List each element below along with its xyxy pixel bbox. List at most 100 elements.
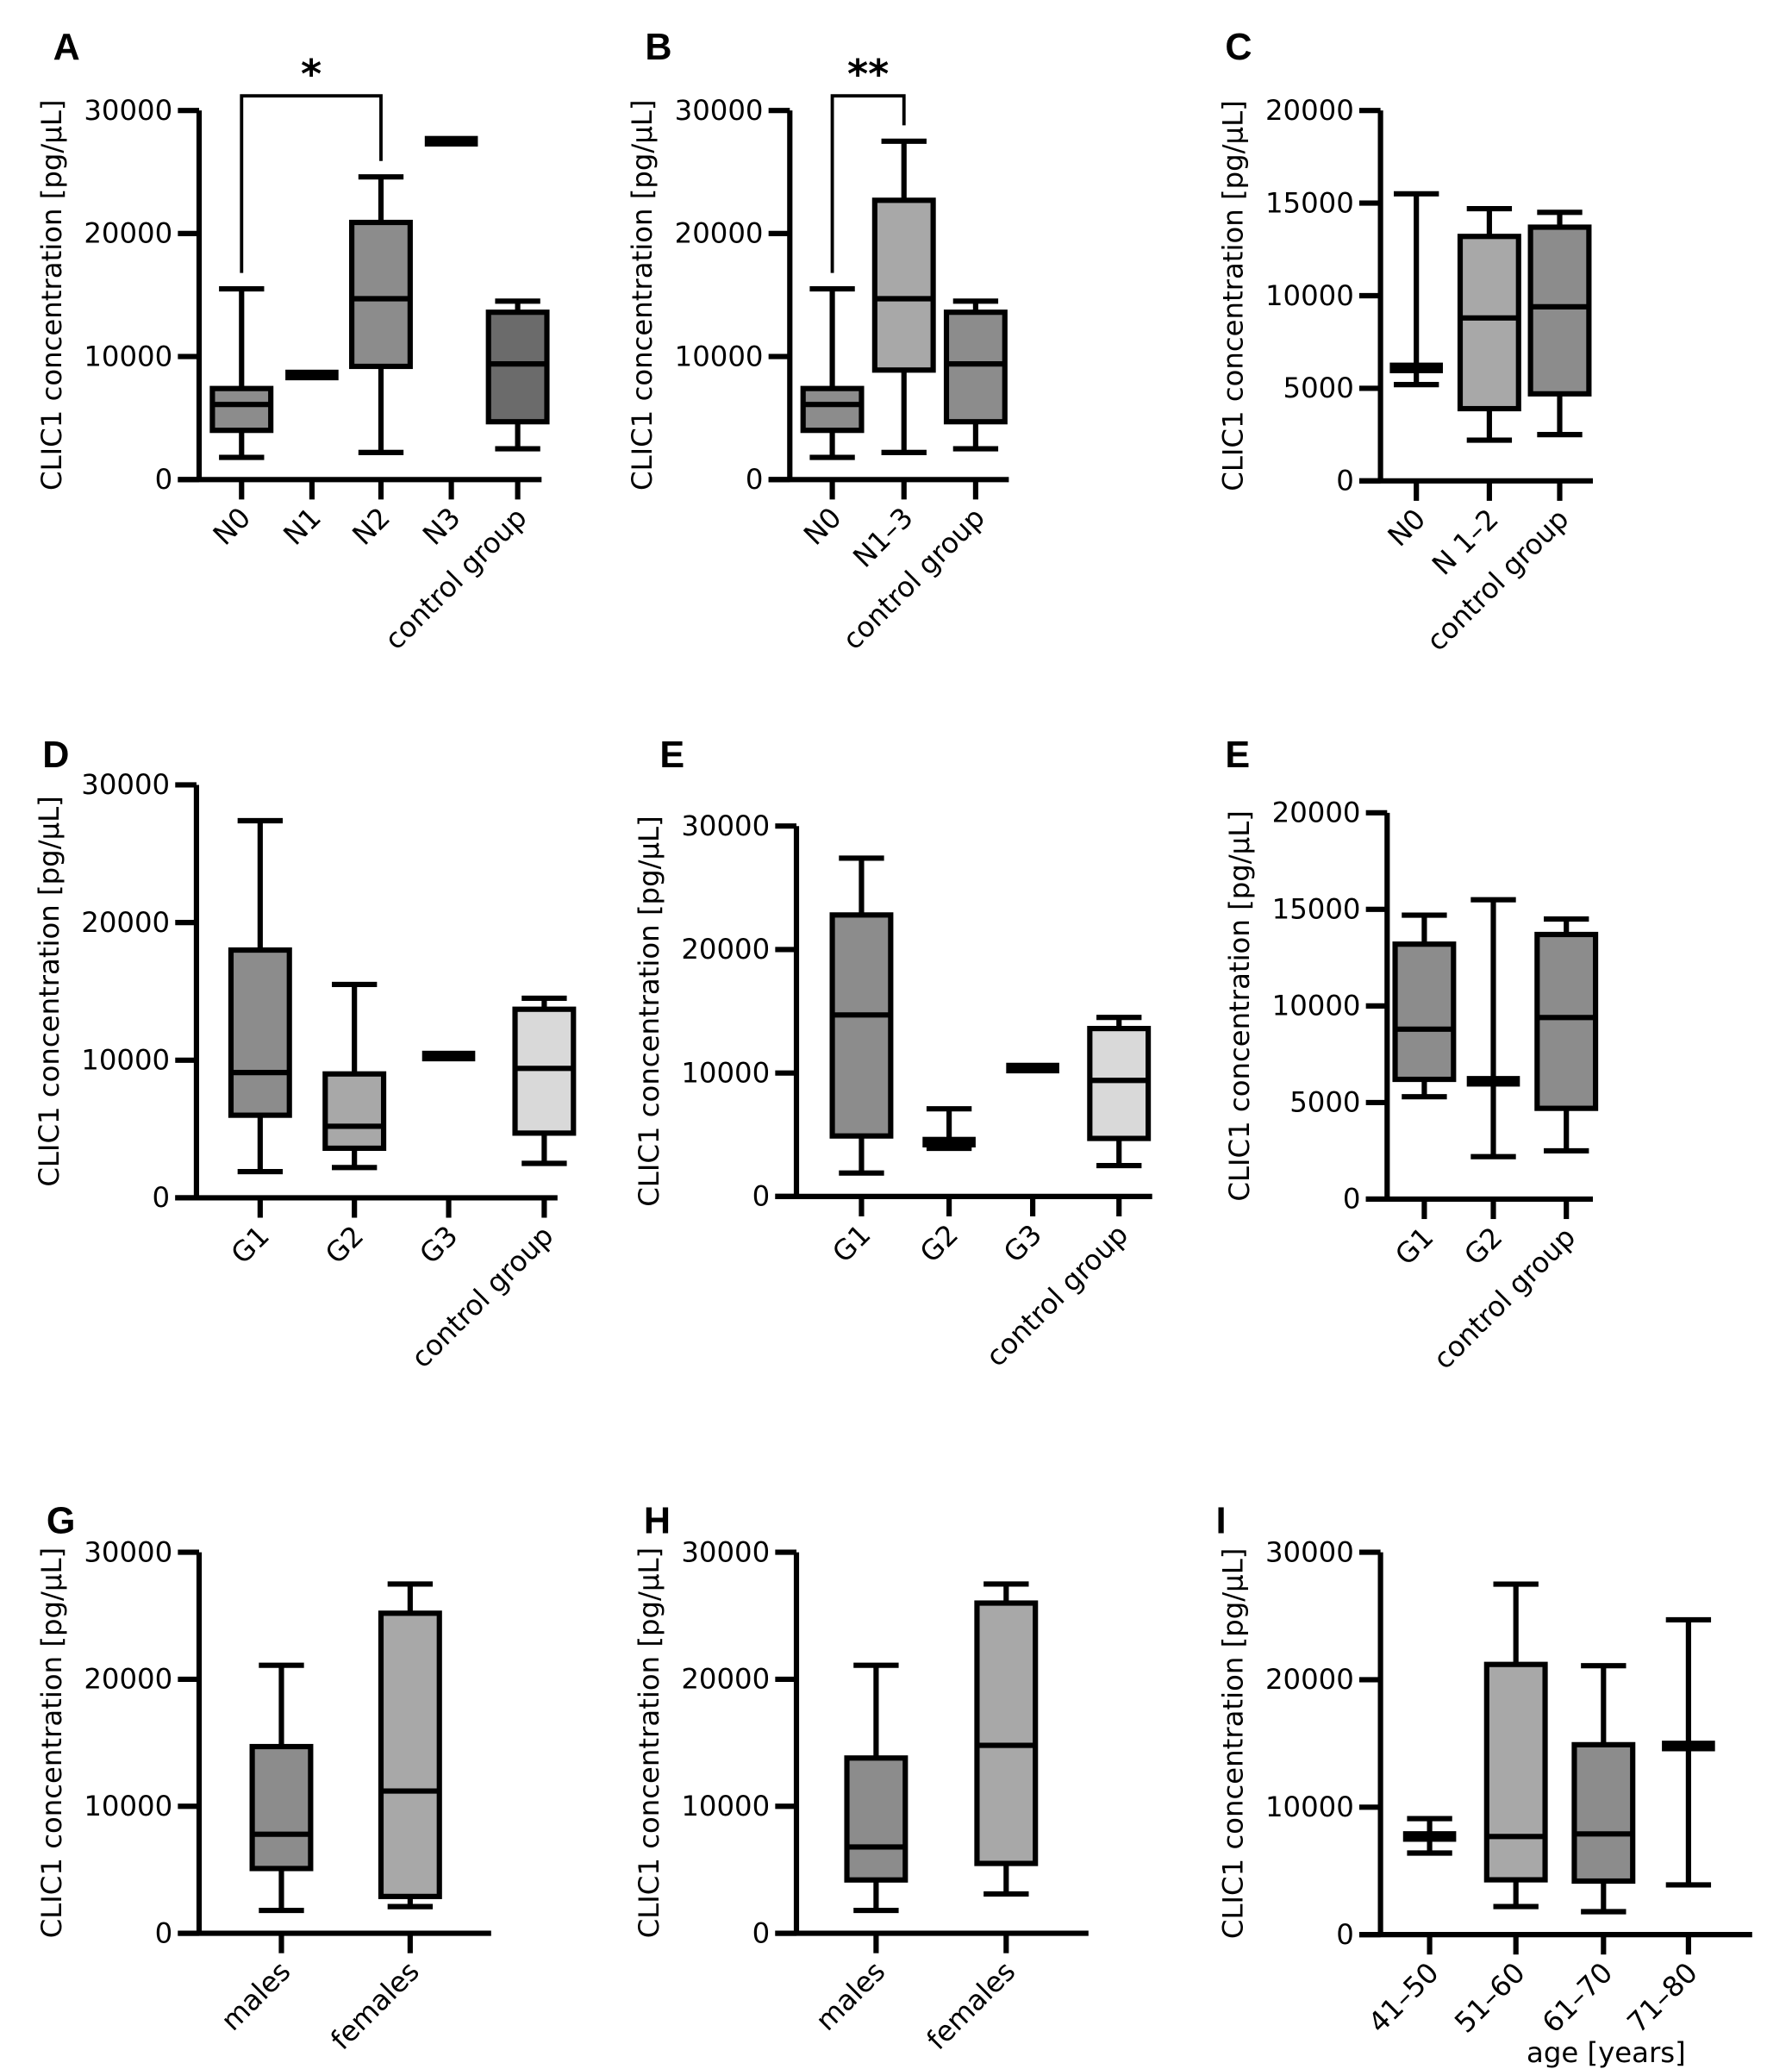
y-tick-label: 20000 <box>84 1663 172 1696</box>
box-control-group <box>943 298 1008 452</box>
box-iqr <box>943 309 1008 425</box>
y-axis-title: CLIC1 concentration [pg/µL] <box>633 1547 665 1938</box>
y-tick-label: 10000 <box>681 1790 770 1822</box>
box-g1 <box>1392 912 1457 1100</box>
box-g1 <box>829 855 894 1176</box>
panel-label: I <box>1216 1501 1227 1542</box>
y-tick-label: 10000 <box>84 1790 172 1822</box>
panel-label: H <box>644 1501 671 1542</box>
box-g2 <box>322 981 387 1171</box>
box-collapsed <box>424 135 478 147</box>
box-n1 <box>285 369 339 381</box>
box-n0 <box>1389 191 1443 388</box>
y-tick-label: 0 <box>752 1180 771 1213</box>
significance-bracket <box>240 94 383 273</box>
box-control-group <box>512 995 577 1166</box>
y-tick-label: 0 <box>746 463 764 496</box>
y-tick-label: 5000 <box>1283 372 1354 404</box>
y-tick-label: 10000 <box>84 340 172 372</box>
panel-e: E 0 5000 10000 15000 20000 CLIC1 concentration… <box>1223 734 1599 1376</box>
x-tick-label: G3 <box>413 1219 464 1270</box>
box-control-group <box>1527 209 1592 438</box>
y-tick-label: 0 <box>1343 1183 1361 1216</box>
box-iqr <box>800 385 865 434</box>
box-collapsed <box>1006 1062 1059 1074</box>
y-tick-label: 30000 <box>681 809 770 842</box>
y-tick-label: 0 <box>752 1916 771 1949</box>
significance-label: * <box>301 51 322 97</box>
y-tick-label: 30000 <box>81 768 170 801</box>
significance-label: ** <box>847 51 889 97</box>
box-g1 <box>228 817 292 1175</box>
box-n0 <box>209 286 274 460</box>
x-tick-label: G2 <box>914 1218 965 1269</box>
box-collapsed <box>1466 1076 1520 1087</box>
panel-label: B <box>645 27 671 68</box>
box-iqr <box>1483 1661 1548 1883</box>
y-tick-label: 20000 <box>1265 1663 1354 1696</box>
box-iqr <box>485 309 550 425</box>
box-iqr <box>349 219 413 370</box>
y-tick-label: 0 <box>155 1916 173 1949</box>
x-tick-label: N1 <box>277 501 328 552</box>
box-males <box>844 1662 908 1914</box>
x-tick-label: females <box>921 1955 1022 2057</box>
x-tick-label: 51–60 <box>1448 1956 1531 2039</box>
box-control-group <box>485 298 550 452</box>
box-n-1–2 <box>1457 205 1521 443</box>
panel-label: E <box>1225 734 1250 776</box>
box-iqr <box>1527 224 1592 397</box>
y-tick-label: 20000 <box>1265 94 1354 127</box>
y-tick-label: 0 <box>155 463 173 496</box>
box-collapsed <box>922 1136 976 1148</box>
x-tick-label: N0 <box>797 501 848 552</box>
panel-e: E 0 10000 20000 30000 CLIC1 concentration [pg… <box>633 734 1152 1373</box>
box-iqr <box>844 1755 908 1883</box>
box-control-group <box>1534 916 1599 1154</box>
y-tick-label: 10000 <box>81 1044 170 1077</box>
box-females <box>378 1581 442 1910</box>
x-tick-label: G2 <box>1458 1221 1508 1272</box>
box-males <box>249 1662 314 1914</box>
x-tick-label: G1 <box>826 1218 877 1269</box>
y-axis-title: CLIC1 concentration [pg/µL] <box>33 796 66 1186</box>
box-iqr <box>322 1071 387 1152</box>
y-tick-label: 20000 <box>1272 797 1361 829</box>
panel-a: A 0 10000 20000 30000 CLIC1 concentration [pg… <box>35 27 550 656</box>
y-tick-label: 0 <box>1336 1918 1354 1951</box>
y-tick-label: 10000 <box>1265 279 1354 312</box>
box-g2 <box>1466 897 1520 1160</box>
box-61–70 <box>1571 1663 1636 1915</box>
box-iqr <box>1571 1741 1636 1885</box>
x-tick-label: N3 <box>416 501 467 552</box>
x-tick-label: G1 <box>225 1219 276 1270</box>
box-iqr <box>512 1006 577 1136</box>
box-g3 <box>1006 1062 1059 1074</box>
box-collapsed <box>1662 1741 1715 1752</box>
y-tick-label: 10000 <box>1265 1791 1354 1823</box>
y-tick-label: 20000 <box>681 933 770 966</box>
y-tick-label: 20000 <box>675 217 764 250</box>
y-tick-label: 5000 <box>1289 1086 1360 1119</box>
x-tick-label: G3 <box>997 1218 1048 1269</box>
box-collapsed <box>1389 362 1443 373</box>
significance-bracket <box>830 94 906 273</box>
box-41–50 <box>1402 1816 1457 1856</box>
y-axis-title: CLIC1 concentration [pg/µL] <box>633 816 665 1206</box>
x-tick-label: G1 <box>1389 1221 1439 1272</box>
box-iqr <box>974 1600 1039 1866</box>
box-iqr <box>1392 941 1457 1083</box>
y-axis-title: CLIC1 concentration [pg/µL] <box>1216 100 1249 491</box>
x-tick-label: N2 <box>346 501 396 552</box>
box-females <box>974 1581 1039 1897</box>
box-71–80 <box>1662 1616 1715 1888</box>
x-axis-title: age [years] <box>1527 2036 1686 2069</box>
box-collapsed <box>421 1050 476 1062</box>
y-tick-label: 30000 <box>84 1535 172 1568</box>
y-tick-label: 15000 <box>1272 893 1361 926</box>
panel-c: C 0 5000 10000 15000 20000 CLIC1 concentration… <box>1216 27 1593 658</box>
box-iqr <box>249 1743 314 1872</box>
panel-label: G <box>47 1501 76 1542</box>
y-axis-title: CLIC1 concentration [pg/µL] <box>1223 810 1256 1201</box>
